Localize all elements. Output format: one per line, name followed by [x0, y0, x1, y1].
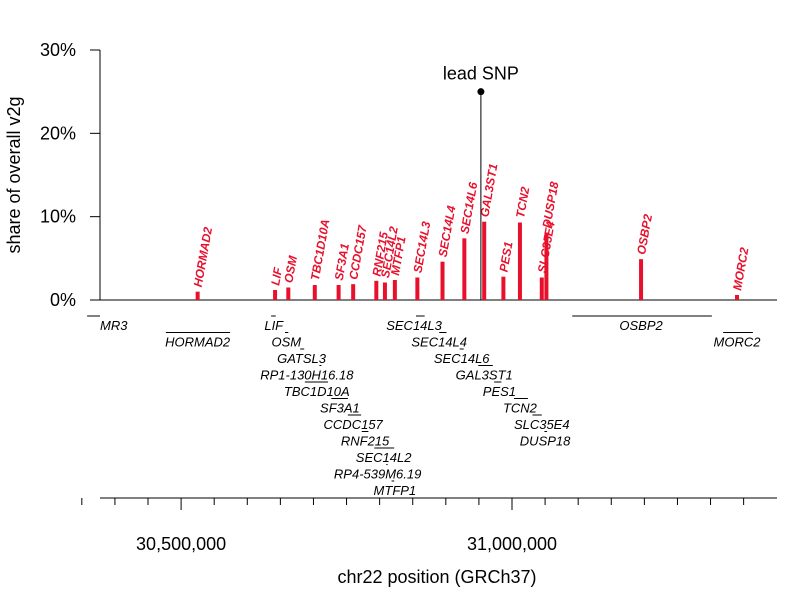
lead-snp-marker: lead SNP: [443, 64, 519, 300]
gene-label: RP4-539M6.19: [334, 467, 421, 482]
bar: [415, 277, 420, 300]
bar: [462, 238, 467, 300]
bar-label: HORMAD2: [191, 226, 215, 288]
x-axis-title: chr22 position (GRCh37): [337, 567, 536, 587]
gene-label: LIF: [264, 318, 284, 333]
bar-label: SEC14L6: [458, 181, 481, 235]
bar-label: SF3A1: [332, 242, 352, 282]
bar: [482, 221, 487, 300]
y-tick-label: 20%: [40, 123, 76, 143]
bar: [501, 276, 506, 300]
bar: [273, 290, 278, 300]
gene-label: MORC2: [714, 335, 762, 350]
y-axis-title: share of overall v2g: [4, 96, 24, 253]
gene-label: RNF215: [341, 434, 390, 449]
bar: [195, 291, 200, 300]
bar: [735, 295, 740, 300]
bar: [382, 282, 387, 300]
bar-label: TBC1D10A: [308, 218, 333, 282]
gene-label: SEC14L3: [386, 318, 442, 333]
bar: [539, 277, 544, 300]
bar: [639, 259, 644, 300]
bar-label: LIF: [268, 266, 285, 287]
bar: [351, 284, 356, 300]
bar-label: MORC2: [730, 246, 751, 291]
bar: [544, 232, 549, 300]
bar-label: PES1: [497, 240, 516, 273]
bar: [336, 285, 341, 300]
bar: [392, 280, 397, 300]
x-tick-label: 31,000,000: [467, 534, 557, 554]
y-tick-label: 0%: [50, 290, 76, 310]
y-tick-label: 30%: [40, 40, 76, 60]
bar-label: DUSP18: [540, 180, 562, 229]
gene-label: MR3: [100, 318, 128, 333]
bar-label: OSM: [281, 254, 300, 284]
y-axis: 0% 10% 20% 30%: [40, 40, 101, 310]
gene-label: MTFP1: [374, 483, 417, 498]
gene-label: PES1: [483, 384, 516, 399]
gene-label: SEC14L4: [411, 335, 467, 350]
bar: [312, 285, 317, 300]
bar: [374, 280, 379, 300]
gene-label: SF3A1: [320, 401, 360, 416]
gene-label: SLC35E4: [514, 417, 570, 432]
gene-label: HORMAD2: [165, 335, 231, 350]
gene-label: DUSP18: [520, 434, 571, 449]
lead-snp-dot: [477, 88, 485, 96]
bar-label: SEC14L3: [411, 220, 434, 274]
x-tick-label: 30,500,000: [136, 534, 226, 554]
lead-snp-label: lead SNP: [443, 64, 519, 84]
gene-label: RP1-130H16.18: [260, 368, 354, 383]
gene-label: OSBP2: [619, 318, 663, 333]
bar-label: OSBP2: [634, 213, 655, 256]
bars: [195, 221, 740, 300]
bar-label: TCN2: [513, 185, 532, 219]
gene-label: CCDC157: [324, 417, 384, 432]
bar-label: SEC14L4: [436, 204, 459, 258]
gene-label: SEC14L2: [356, 450, 412, 465]
gene-label: TCN2: [503, 401, 538, 416]
gene-label: OSM: [272, 335, 302, 350]
bar: [286, 287, 291, 300]
gene-label: TBC1D10A: [284, 384, 350, 399]
gene-label: GATSL3: [277, 351, 327, 366]
gene-label: GAL3ST1: [456, 368, 513, 383]
y-tick-label: 10%: [40, 207, 76, 227]
bar: [517, 222, 522, 300]
bar: [440, 261, 445, 300]
bar-label: MTFP1: [388, 235, 409, 276]
x-axis: 30,500,000 31,000,000: [81, 497, 777, 554]
gene-label: SEC14L6: [434, 351, 490, 366]
